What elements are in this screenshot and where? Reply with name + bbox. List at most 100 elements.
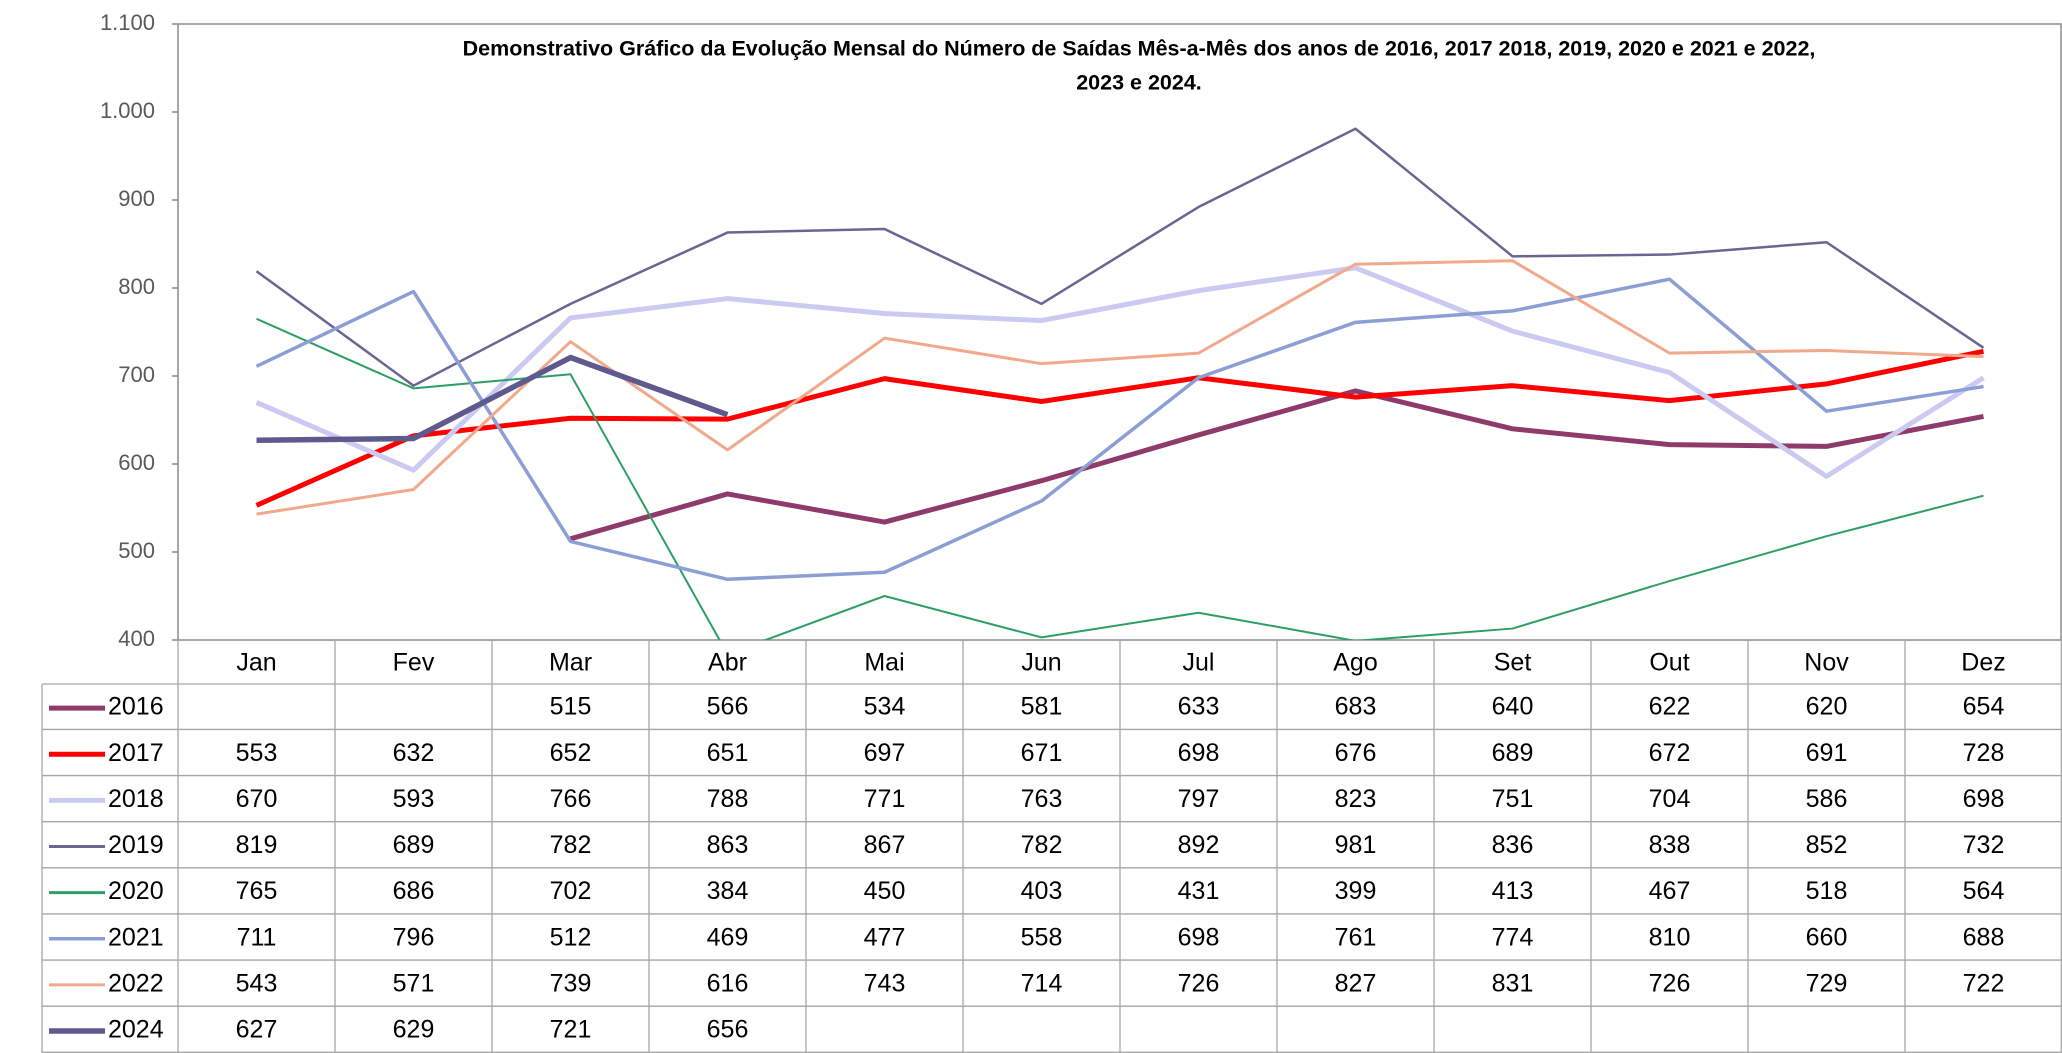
table-value: 698 [1963,785,2005,813]
x-tick-label: Mai [864,649,904,677]
table-value: 558 [1021,923,1063,951]
table-value: 566 [707,693,749,721]
table-value: 469 [707,923,749,951]
table-value: 892 [1178,831,1220,859]
table-value: 671 [1021,739,1063,767]
table-value: 518 [1806,877,1848,905]
table-value: 722 [1963,969,2005,997]
table-value: 534 [864,693,906,721]
table-value: 761 [1335,923,1377,951]
y-tick-label: 1.000 [100,98,155,123]
table-value: 838 [1649,831,1691,859]
table-value: 763 [1021,785,1063,813]
y-tick-label: 1.100 [100,10,155,35]
table-value: 726 [1649,969,1691,997]
table-value: 728 [1963,739,2005,767]
table-value: 729 [1806,969,1848,997]
table-value: 721 [550,1016,592,1044]
table-value: 413 [1492,877,1534,905]
series-line [255,348,1985,508]
table-value: 739 [550,969,592,997]
table-value: 683 [1335,693,1377,721]
series-line [255,265,1985,479]
series-line [569,388,1984,542]
table-value: 751 [1492,785,1534,813]
series-line [255,277,1984,582]
table-value: 450 [864,877,906,905]
plot-lines [255,127,1985,640]
table-value: 852 [1806,831,1848,859]
table-value: 765 [236,877,278,905]
table-value: 788 [707,785,749,813]
x-tick-label: Abr [708,649,747,677]
plot-border [177,23,2062,641]
table-value: 743 [864,969,906,997]
table-value: 810 [1649,923,1691,951]
table-value: 689 [1492,739,1534,767]
y-tick-label: 500 [118,538,155,563]
x-tick-label: Mar [549,649,592,677]
series-line [256,354,729,443]
table-value: 698 [1178,739,1220,767]
table-value: 702 [550,877,592,905]
x-tick-label: Jun [1021,649,1061,677]
table-value: 836 [1492,831,1534,859]
table-value: 782 [550,831,592,859]
legend-label: 2017 [108,739,164,767]
x-tick-label: Dez [1961,649,2005,677]
table-value: 399 [1335,877,1377,905]
chart-title: 2023 e 2024. [1076,71,1202,95]
x-tick-label: Jan [236,649,276,677]
table-value: 688 [1963,923,2005,951]
table-value: 581 [1021,693,1063,721]
x-tick-label: Out [1649,649,1689,677]
series-line [256,259,1984,516]
table-value: 660 [1806,923,1848,951]
table-value: 774 [1492,923,1534,951]
table-value: 704 [1649,785,1691,813]
legend-label: 2024 [108,1016,164,1044]
table-value: 620 [1806,693,1848,721]
table-value: 732 [1963,831,2005,859]
table-value: 564 [1963,877,2005,905]
table-value: 403 [1021,877,1063,905]
table-value: 726 [1178,969,1220,997]
table-value: 676 [1335,739,1377,767]
legend-label: 2021 [108,923,164,951]
table-value: 652 [550,739,592,767]
table-value: 831 [1492,969,1534,997]
table-value: 571 [393,969,435,997]
legend-label: 2019 [108,831,164,859]
table-value: 771 [864,785,906,813]
table-value: 827 [1335,969,1377,997]
table-value: 711 [237,923,277,951]
table-value: 863 [707,831,749,859]
table-value: 431 [1178,877,1220,905]
table-value: 632 [393,739,435,767]
table-value: 819 [236,831,278,859]
table-value: 586 [1806,785,1848,813]
legend-label: 2016 [108,693,164,721]
table-value: 656 [707,1016,749,1044]
table-value: 766 [550,785,592,813]
table-value: 640 [1492,693,1534,721]
table-value: 797 [1178,785,1220,813]
table-value: 698 [1178,923,1220,951]
x-tick-label: Nov [1804,649,1849,677]
y-tick-label: 700 [118,362,155,387]
table-value: 823 [1335,785,1377,813]
chart-title: Demonstrativo Gráfico da Evolução Mensal… [463,37,1816,61]
x-tick-label: Jul [1183,649,1215,677]
table-value: 697 [864,739,906,767]
table-value: 622 [1649,693,1691,721]
table-value: 553 [236,739,278,767]
table-value: 654 [1963,693,2005,721]
table-value: 714 [1021,969,1063,997]
y-tick-label: 600 [118,450,155,475]
table-value: 782 [1021,831,1063,859]
table-value: 672 [1649,739,1691,767]
table-value: 515 [550,693,592,721]
table-value: 670 [236,785,278,813]
